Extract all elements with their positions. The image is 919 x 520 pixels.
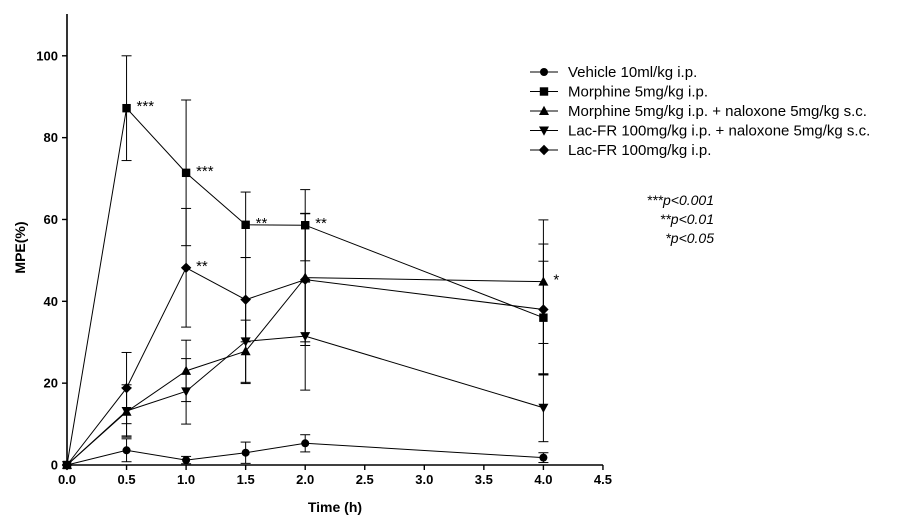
series-line-2 (66, 107, 544, 466)
significance-note: **p<0.01 (660, 211, 714, 227)
series-line-3 (66, 277, 544, 466)
x-tick-label: 2.5 (356, 472, 374, 487)
x-tick-label: 0.0 (58, 472, 76, 487)
significance-mark: *** (196, 163, 214, 180)
significance-mark: *** (137, 98, 155, 115)
x-tick-label: 0.5 (118, 472, 136, 487)
data-point-square (301, 221, 310, 230)
significance-mark: ** (256, 215, 268, 232)
significance-mark: * (553, 272, 559, 289)
significance-mark: ** (315, 215, 327, 232)
data-point-circle (182, 456, 191, 465)
legend-marker-diamond (538, 144, 550, 156)
significance-mark: ** (196, 258, 208, 275)
y-tick-label: 40 (44, 294, 58, 309)
series-line-4 (66, 335, 544, 466)
data-point-square (241, 220, 250, 229)
data-point-diamond (121, 382, 132, 394)
y-tick-label: 80 (44, 130, 58, 145)
data-point-square (181, 168, 191, 178)
x-tick-label: 4.5 (594, 472, 612, 487)
data-point-triangle-down (300, 332, 311, 342)
data-point-diamond (538, 304, 549, 315)
data-point-square (539, 313, 548, 322)
x-axis-title: Time (h) (308, 499, 362, 515)
data-point-circle (122, 446, 131, 455)
legend-item-3: Morphine 5mg/kg i.p. + naloxone 5mg/kg s… (530, 103, 867, 120)
data-point-circle (301, 439, 310, 448)
legend-marker-square (539, 87, 549, 96)
x-tick-label: 3.5 (475, 472, 493, 487)
x-tick-label: 3.0 (415, 472, 433, 487)
y-tick-label: 100 (36, 48, 58, 63)
x-tick-label: 2.0 (296, 472, 314, 487)
legend-marker-triangle-up (539, 105, 549, 115)
significance-note: *p<0.05 (665, 230, 714, 246)
axes: 0.0 0.5 1.0 1.5 2.0 2.5 3.0 3.5 4.0 4.5 0 20 40 60 80 1… (12, 14, 612, 515)
legend-label: Morphine 5mg/kg i.p. (568, 84, 708, 101)
series-line-5 (66, 267, 544, 466)
data-point-diamond (240, 294, 251, 305)
data-point-triangle-down (121, 406, 132, 417)
series-line-1 (66, 442, 544, 466)
legend-item-4: Lac-FR 100mg/kg i.p. + naloxone 5mg/kg s… (530, 123, 870, 140)
data-point-triangle-down (240, 337, 251, 347)
legend-label: Morphine 5mg/kg i.p. + naloxone 5mg/kg s… (568, 103, 867, 120)
y-tick-label: 0 (51, 458, 58, 473)
legend-marker-triangle-down (539, 126, 549, 136)
x-tick-label: 1.0 (177, 472, 195, 487)
series-markers (61, 103, 549, 471)
data-point-diamond (61, 459, 73, 471)
legend-label: Lac-FR 100mg/kg i.p. + naloxone 5mg/kg s… (568, 123, 870, 140)
data-point-circle (539, 453, 548, 462)
y-tick-label: 60 (44, 212, 58, 227)
data-point-diamond (180, 262, 192, 273)
data-point-circle (241, 448, 250, 457)
significance-notes: ***p<0.001 **p<0.01 *p<0.05 (647, 192, 715, 246)
error-bars (121, 55, 549, 465)
y-tick-label: 20 (44, 376, 58, 391)
legend-item-2: Morphine 5mg/kg i.p. (530, 84, 708, 101)
x-tick-label: 4.0 (534, 472, 552, 487)
legend-item-5: Lac-FR 100mg/kg i.p. (530, 142, 711, 159)
series-lines (66, 107, 544, 466)
legend-label: Vehicle 10ml/kg i.p. (568, 64, 697, 81)
data-point-triangle-up (240, 346, 251, 356)
data-point-triangle-down (181, 387, 192, 397)
data-point-triangle-down (538, 403, 549, 413)
legend-item-1: Vehicle 10ml/kg i.p. (530, 64, 697, 81)
significance-annotations: ******** ***** (137, 98, 560, 289)
y-axis-title: MPE(%) (12, 221, 28, 273)
data-point-triangle-up (181, 365, 192, 375)
legend-marker-circle (540, 68, 548, 76)
significance-note: ***p<0.001 (647, 192, 714, 208)
x-tick-label: 1.5 (237, 472, 255, 487)
data-point-triangle-up (538, 276, 549, 286)
legend-label: Lac-FR 100mg/kg i.p. (568, 142, 711, 159)
data-point-diamond (300, 274, 311, 285)
data-point-square (122, 103, 131, 113)
legend: Vehicle 10ml/kg i.p. Morphine 5mg/kg i.p.… (530, 64, 870, 159)
